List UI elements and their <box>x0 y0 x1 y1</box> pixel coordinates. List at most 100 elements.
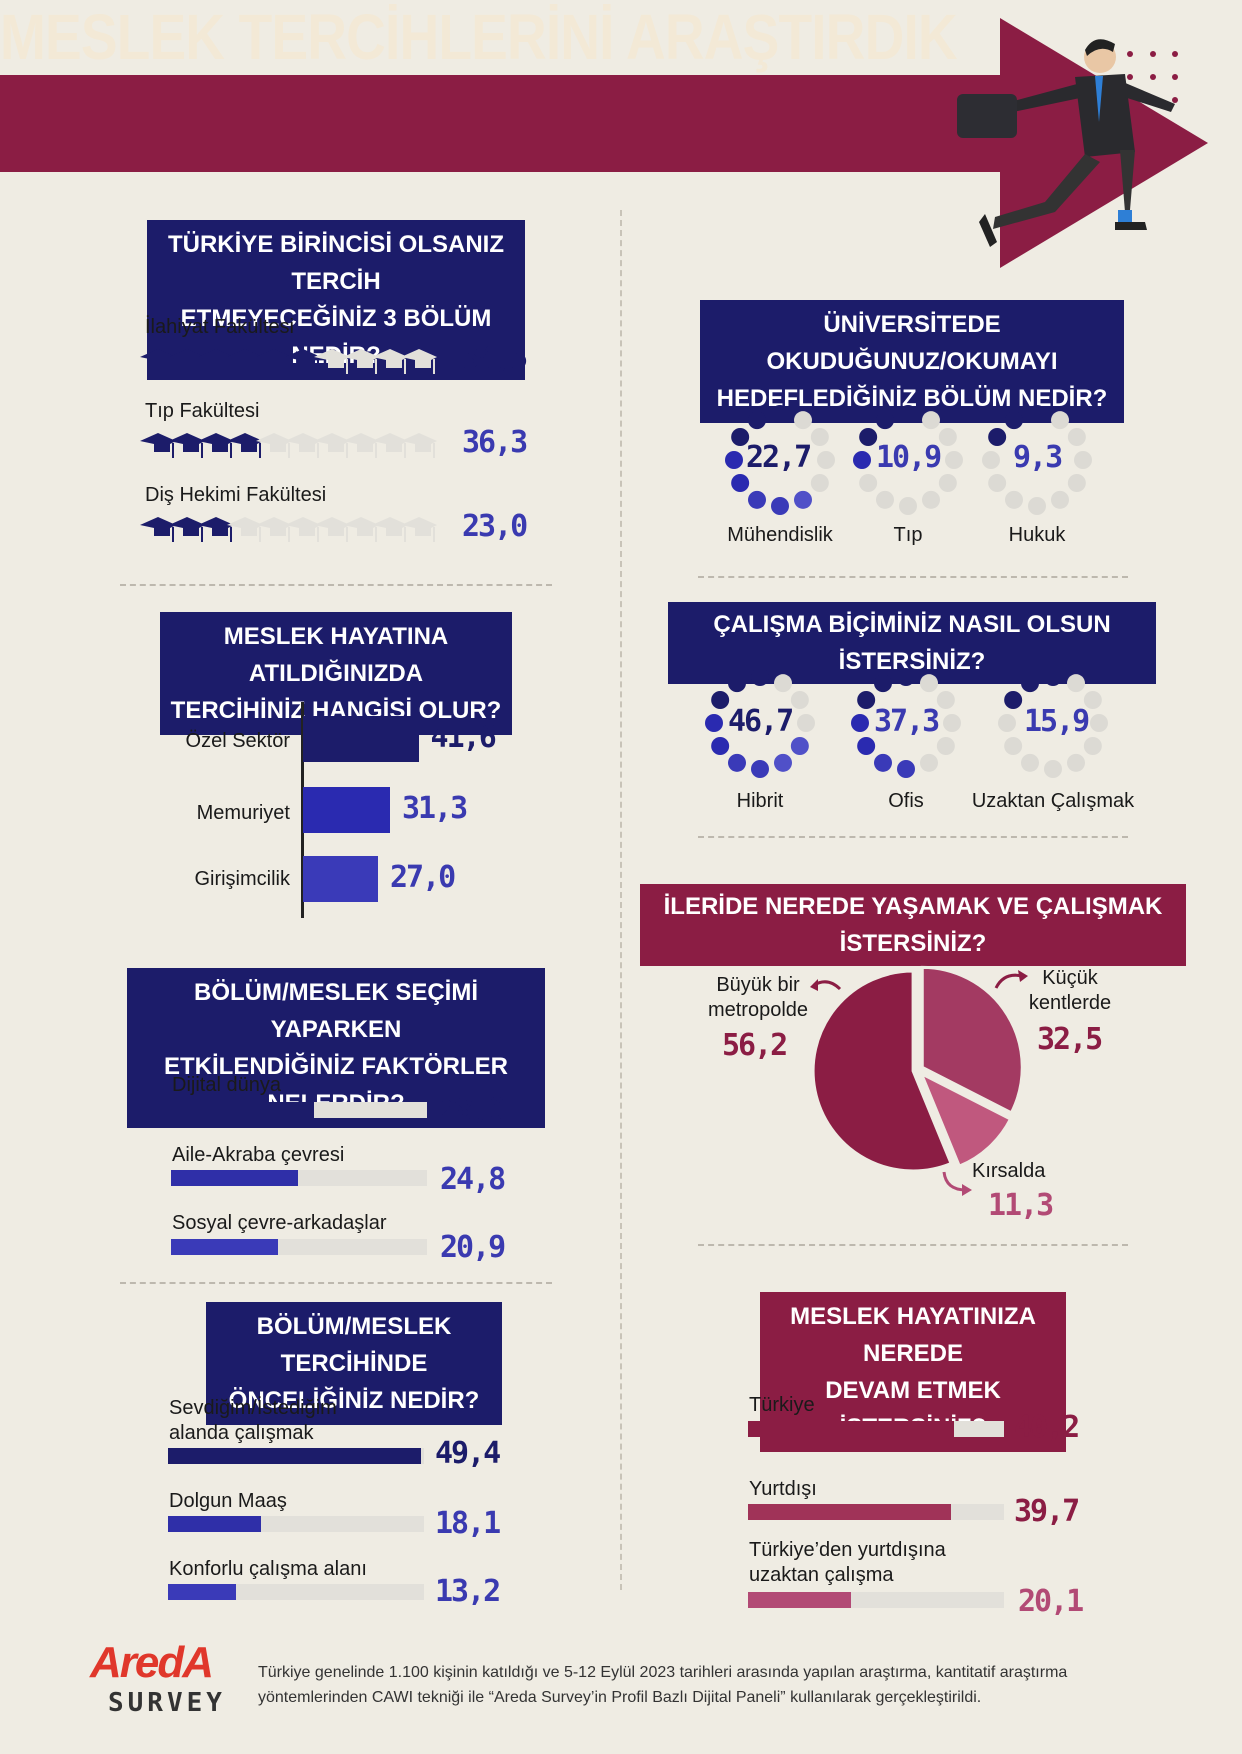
graduation-cap-icon <box>372 349 408 368</box>
q6-item-label: Hibrit <box>736 790 784 812</box>
q2-item-label: Memuriyet <box>196 802 290 824</box>
q1-title-line1: TÜRKİYE BİRİNCİSİ OLSANIZ TERCİH <box>167 231 504 295</box>
q8-item-value: 39,7 <box>1014 1494 1080 1529</box>
q8-item-value: 40,2 <box>1014 1410 1080 1445</box>
dial-dot <box>774 674 792 693</box>
graduation-cap-icon <box>227 433 263 452</box>
graduation-cap-icon <box>285 517 321 536</box>
dial-dot <box>1090 714 1108 732</box>
dial-dot <box>945 451 963 469</box>
graduation-cap-icon <box>285 433 321 452</box>
q6-dot-dial <box>998 668 1108 778</box>
curved-arrow-icon <box>994 970 1028 989</box>
q8-item-label: Türkiye <box>749 1394 815 1416</box>
graduation-cap-icon <box>372 433 408 452</box>
q3-item-label: Aile-Akraba çevresi <box>172 1144 345 1166</box>
graduation-cap-icon <box>314 349 350 368</box>
column-divider <box>620 210 622 1590</box>
q2-item-label: Özel Sektör <box>185 730 290 752</box>
q3-item-value: 24,8 <box>440 1162 506 1197</box>
dial-dot <box>988 474 1007 492</box>
q8-bar-track <box>748 1504 1004 1520</box>
graduation-cap-icon <box>256 517 292 536</box>
q5-item-value: 9,3 <box>1013 440 1063 475</box>
curved-arrow-icon <box>810 979 842 991</box>
q5-item-label: Hukuk <box>1008 524 1066 546</box>
graduation-cap-icon <box>401 433 437 452</box>
dial-dot <box>936 737 955 755</box>
page-title: MESLEK TERCİHLERİNİ ARAŞTIRDIK <box>0 1 958 73</box>
q5-title-line1: ÜNİVERSİTEDE OKUDUĞUNUZ/OKUMAYI <box>766 311 1058 375</box>
pie-slice <box>918 1070 1013 1169</box>
q2-title-line1: MESLEK HAYATINA ATILDIĞINIZDA <box>223 623 449 687</box>
graduation-cap-icon <box>198 517 234 536</box>
pie-slice <box>920 965 1024 1115</box>
dial-dot <box>899 405 917 423</box>
dial-dot <box>810 474 829 492</box>
dial-dot <box>751 668 769 686</box>
dial-dot <box>1067 474 1086 492</box>
dial-dot <box>790 691 809 709</box>
q3-item-value: 28,0 <box>440 1092 506 1127</box>
graduation-cap-icon <box>372 517 408 536</box>
section-divider <box>698 576 1128 578</box>
graduation-cap-icon <box>198 349 234 368</box>
dial-dot <box>1051 490 1069 509</box>
graduation-cap-icon <box>140 349 176 368</box>
q7-title-box: İLERİDE NEREDE YAŞAMAK VE ÇALIŞMAK İSTER… <box>640 884 1186 966</box>
dial-dot <box>1067 674 1085 693</box>
dial-dot <box>899 497 917 515</box>
dial-dot <box>874 753 892 772</box>
dial-dot <box>728 753 746 772</box>
dial-dot <box>748 411 766 430</box>
q4-title-box: BÖLÜM/MESLEK TERCİHİNDE ÖNCELİĞİNİZ NEDİ… <box>206 1302 502 1425</box>
brand-logo-sub: SURVEY <box>108 1688 226 1718</box>
dial-dot <box>1021 674 1039 693</box>
dial-dot <box>705 714 723 732</box>
dial-dot <box>857 737 876 755</box>
q1-item-label: İlahiyat Fakültesi <box>145 316 294 338</box>
q8-item-label: Türkiye’den yurtdışına uzaktan çalışma <box>749 1538 946 1588</box>
q5-item-value: 22,7 <box>746 440 812 475</box>
dial-dot <box>790 737 809 755</box>
q4-title-line1: BÖLÜM/MESLEK TERCİHİNDE <box>256 1313 452 1377</box>
graduation-cap-icon <box>343 517 379 536</box>
graduation-cap-icon <box>285 349 321 368</box>
q3-item-label: Dijital dünya <box>172 1074 281 1096</box>
q6-item-value: 46,7 <box>728 704 794 739</box>
q1-item-value: 36,3 <box>462 425 528 460</box>
dial-dot <box>936 691 955 709</box>
q5-dot-dial <box>853 405 963 515</box>
q8-item-value: 20,1 <box>1018 1584 1084 1619</box>
pie-slice <box>811 969 954 1173</box>
dial-dot <box>1021 753 1039 772</box>
dial-dot <box>859 474 878 492</box>
footer-line2: yöntemlerinden CAWI tekniği ile “Areda S… <box>258 1689 982 1706</box>
dial-dot <box>771 497 789 515</box>
section-divider <box>120 584 552 586</box>
dial-dot <box>897 668 915 686</box>
q4-bar-fill <box>168 1584 236 1600</box>
q6-item-label: Ofis <box>888 790 924 812</box>
q2-axis-line <box>301 702 304 918</box>
q4-title-line2: ÖNCELİĞİNİZ NEDİR? <box>228 1387 480 1414</box>
q8-bar-fill <box>748 1421 954 1437</box>
dial-dot <box>1004 737 1023 755</box>
q6-dot-dial <box>851 668 961 778</box>
dial-dot <box>938 474 957 492</box>
q7-slice-label: Büyük bir metropolde <box>688 973 828 1023</box>
graduation-cap-icon <box>314 433 350 452</box>
dial-dot <box>876 411 894 430</box>
dial-dot <box>748 490 766 509</box>
graduation-cap-icon <box>343 433 379 452</box>
q1-item-value: 54,5 <box>462 341 528 376</box>
q2-bar <box>303 716 419 762</box>
businessman-illustration <box>957 39 1178 247</box>
graduation-cap-icon <box>256 433 292 452</box>
q3-bar-fill <box>171 1239 278 1255</box>
dial-dot <box>1044 760 1062 778</box>
footer-note: Türkiye genelinde 1.100 kişinin katıldığ… <box>258 1660 1158 1710</box>
dial-dot <box>731 474 750 492</box>
q4-item-label: Dolgun Maaş <box>169 1490 287 1512</box>
q7-slice-label-line1: Büyük bir <box>716 974 800 996</box>
